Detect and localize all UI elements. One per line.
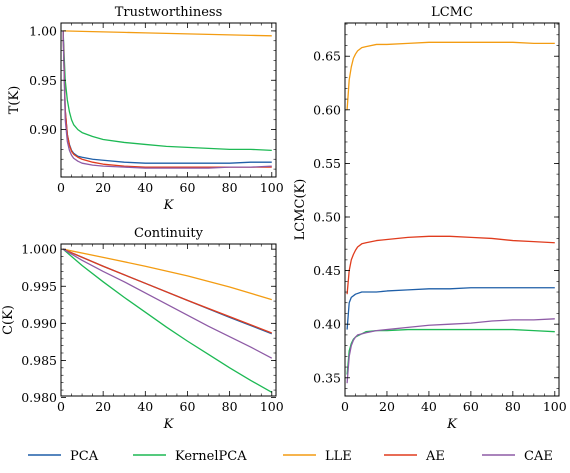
legend: PCA KernelPCA LLE AE CAE xyxy=(28,449,553,464)
trust-xtick-label: 80 xyxy=(222,180,238,195)
lcmc-ytick-label: 0.60 xyxy=(313,102,341,117)
trust-ytick-label: 0.95 xyxy=(29,73,57,88)
lcmc-series-lle xyxy=(346,41,555,110)
lcmc-chart: 0 20 40 60 80 100 0.35 0.40 0.45 0.50 0.55 0.60 0.65… xyxy=(293,5,567,432)
cont-xtick-label: 40 xyxy=(137,399,153,414)
cont-xtick-label: 80 xyxy=(222,399,238,414)
trust-xlabel: K xyxy=(163,198,175,213)
cont-series-kernelpca xyxy=(62,248,273,393)
trust-series-lle xyxy=(63,30,272,37)
cont-series-lle xyxy=(62,248,272,301)
cont-ytick-label: 0.990 xyxy=(21,316,57,331)
lcmc-frame xyxy=(344,22,560,397)
cont-chart: 0 20 40 60 80 100 0.980 0.985 0.990 0.995 1.000 Con… xyxy=(1,226,284,432)
trust-series-kernelpca xyxy=(62,30,272,151)
cont-xtick-label: 20 xyxy=(95,399,111,414)
lcmc-series-cae xyxy=(346,318,555,384)
cont-xtick-label: 0 xyxy=(57,399,65,414)
lcmc-xtick-label: 60 xyxy=(463,399,479,414)
trust-ytick-label: 0.90 xyxy=(29,122,57,137)
lcmc-series-pca xyxy=(346,287,555,330)
lcmc-xlabel: K xyxy=(446,417,458,432)
lcmc-xtick-label: 40 xyxy=(421,399,437,414)
trust-ylabel: T(K) xyxy=(7,86,22,115)
trust-ytick-label: 1.00 xyxy=(29,23,57,38)
cont-title: Continuity xyxy=(134,226,204,241)
lcmc-xtick-label: 100 xyxy=(543,399,567,414)
trust-xtick-label: 100 xyxy=(260,180,284,195)
legend-label-lle: LLE xyxy=(325,449,352,464)
trust-title: Trustworthiness xyxy=(115,5,223,20)
lcmc-ytick-label: 0.45 xyxy=(313,263,341,278)
lcmc-ytick-label: 0.35 xyxy=(313,370,341,385)
trust-frame xyxy=(60,22,277,178)
trust-xtick-label: 60 xyxy=(180,180,196,195)
cont-xtick-label: 100 xyxy=(260,399,284,414)
legend-label-cae: CAE xyxy=(524,449,553,464)
cont-frame xyxy=(60,243,277,397)
lcmc-title: LCMC xyxy=(431,5,473,20)
trust-xtick-label: 20 xyxy=(95,180,111,195)
cont-series-ae xyxy=(62,248,273,334)
cont-xlabel: K xyxy=(163,417,175,432)
trust-series-cae xyxy=(62,30,272,169)
trust-series-pca xyxy=(62,30,272,164)
trust-xtick-label: 0 xyxy=(57,180,65,195)
lcmc-xtick-label: 0 xyxy=(341,399,349,414)
lcmc-series-ae xyxy=(346,235,555,295)
cont-ytick-label: 0.995 xyxy=(21,279,57,294)
cont-ytick-label: 1.000 xyxy=(21,242,57,257)
lcmc-series-kernelpca xyxy=(346,328,555,375)
trust-chart: 0 20 40 60 80 100 0.90 0.95 1.00 Trustworthiness K… xyxy=(7,5,284,213)
cont-series-cae xyxy=(62,248,273,359)
lcmc-ylabel: LCMC(K) xyxy=(293,179,308,241)
lcmc-xtick-label: 20 xyxy=(379,399,395,414)
cont-xtick-label: 60 xyxy=(180,399,196,414)
cont-ytick-label: 0.985 xyxy=(21,353,57,368)
trust-xtick-label: 40 xyxy=(137,180,153,195)
cont-ylabel: C(K) xyxy=(1,305,16,335)
cont-ytick-label: 0.980 xyxy=(21,390,57,405)
trust-series-ae xyxy=(62,30,272,168)
lcmc-ytick-label: 0.55 xyxy=(313,156,341,171)
legend-label-ae: AE xyxy=(425,449,445,464)
legend-label-kernelpca: KernelPCA xyxy=(175,449,247,464)
legend-label-pca: PCA xyxy=(70,449,99,464)
lcmc-ytick-label: 0.40 xyxy=(313,317,341,332)
lcmc-xtick-label: 80 xyxy=(505,399,521,414)
lcmc-ytick-label: 0.65 xyxy=(313,49,341,64)
lcmc-ytick-label: 0.50 xyxy=(313,210,341,225)
